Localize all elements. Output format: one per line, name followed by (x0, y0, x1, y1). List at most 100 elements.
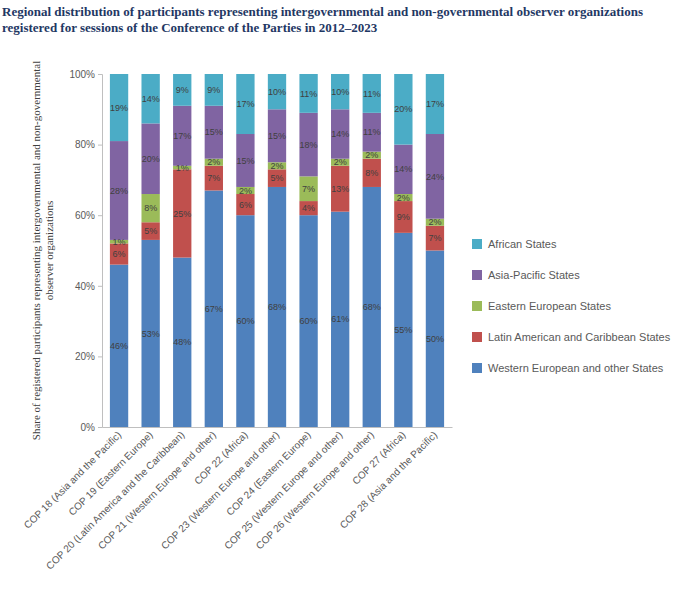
data-label: 13% (331, 184, 349, 194)
data-label: 2% (207, 157, 220, 167)
series (110, 187, 444, 427)
y-axis: 0% 20% 40% 60% 80% 100% (69, 69, 102, 433)
bar-segment (299, 215, 317, 427)
data-label: 15% (236, 156, 254, 166)
series (110, 74, 444, 145)
data-label: 20% (394, 104, 412, 114)
bar-segment (173, 258, 191, 427)
bar-segment (268, 169, 286, 187)
bar-segment (141, 123, 159, 194)
data-label: 8% (365, 168, 378, 178)
data-label: 6% (113, 249, 126, 259)
legend-label: African States (488, 238, 557, 250)
data-label: 11% (363, 127, 380, 137)
data-label: 4% (302, 203, 315, 213)
tick-label: 20% (75, 351, 95, 362)
y-axis-title: Share of registered participants represe… (30, 61, 55, 440)
bar-segment (426, 226, 444, 251)
bar-segment (363, 74, 381, 113)
data-label: 10% (331, 87, 349, 97)
data-label: 55% (394, 325, 412, 335)
bar-segment (426, 74, 444, 134)
x-axis: COP 18 (Asia and the Pacific)COP 19 (Eas… (22, 427, 453, 572)
bar-segment (268, 187, 286, 427)
tick-label: 80% (75, 139, 95, 150)
data-label: 67% (205, 304, 223, 314)
data-label: 15% (205, 127, 223, 137)
tick-label: 0% (81, 422, 96, 433)
data-label: 1% (176, 163, 189, 173)
data-label: 11% (363, 89, 380, 99)
bar-segment (141, 194, 159, 222)
legend-item: Latin American and Caribbean States (472, 331, 671, 343)
data-labels: 46%53%48%67%60%68%60%61%68%55%50%6%5%25%… (110, 85, 444, 351)
tick-label: 40% (75, 281, 95, 292)
text-line: registered for sessions of the Conferenc… (2, 20, 378, 35)
tick-mark (98, 356, 102, 357)
axis-line (103, 427, 453, 428)
bar-segment (363, 113, 381, 152)
legend-label: Latin American and Caribbean States (488, 331, 671, 343)
tick-label: COP 28 (Asia and the Pacific) (338, 429, 440, 531)
data-label: 50% (426, 334, 444, 344)
tick-label: 100% (69, 69, 95, 80)
data-label: 2% (428, 217, 441, 227)
bar-segment (426, 134, 444, 219)
text-line: observer organizations (43, 201, 55, 301)
tick-mark (98, 286, 102, 287)
data-label: 2% (239, 186, 252, 196)
tick: COP 26 (Western Europe and other) (254, 427, 376, 551)
data-label: 14% (331, 129, 349, 139)
bar-segment (236, 194, 254, 215)
bar-segment (363, 187, 381, 427)
data-label: 2% (397, 193, 410, 203)
text-line: Share of registered participants represe… (30, 61, 42, 440)
tick-mark (98, 74, 102, 75)
data-label: 48% (173, 337, 191, 347)
legend-item: Western European and other States (472, 362, 664, 374)
data-label: 1% (113, 237, 126, 247)
tick: 40% (75, 281, 102, 292)
data-label: 6% (239, 200, 252, 210)
tick-label: COP 25 (Western Europe and other) (222, 429, 344, 551)
tick: 100% (69, 69, 102, 80)
tick: COP 25 (Western Europe and other) (222, 427, 344, 551)
title: Regional distribution of participants re… (2, 4, 643, 35)
tick: COP 28 (Asia and the Pacific) (338, 427, 440, 531)
bar-segment (236, 134, 254, 187)
bar-segment (110, 141, 128, 240)
tick-mark (98, 145, 102, 146)
data-label: 17% (236, 99, 254, 109)
tick-label: COP 21 (Western Europe and other) (96, 429, 218, 551)
series (110, 106, 444, 240)
chart: Regional distribution of participants re… (0, 0, 696, 605)
tick: 60% (75, 210, 102, 221)
data-label: 7% (207, 173, 220, 183)
bar-segment (394, 201, 412, 233)
bar-segment (426, 251, 444, 428)
data-label: 25% (173, 209, 191, 219)
data-label: 2% (270, 161, 283, 171)
legend-swatch (472, 301, 482, 311)
text-line: Regional distribution of participants re… (2, 4, 643, 19)
data-label: 46% (110, 341, 128, 351)
data-label: 17% (426, 99, 444, 109)
bar-segment (141, 74, 159, 123)
bar-segment (394, 233, 412, 427)
data-label: 60% (300, 316, 318, 326)
series (110, 152, 444, 244)
bar-segment (394, 145, 412, 194)
legend-swatch (472, 270, 482, 280)
data-label: 2% (365, 150, 378, 160)
legend-item: Asia-Pacific States (472, 269, 580, 281)
data-label: 11% (300, 89, 317, 99)
bar-segment (205, 106, 223, 159)
tick: 20% (75, 351, 102, 362)
data-label: 7% (302, 184, 315, 194)
tick: COP 23 (Western Europe and other) (159, 427, 281, 551)
bar-segment (173, 74, 191, 106)
data-label: 5% (270, 173, 283, 183)
bar-segment (268, 109, 286, 162)
data-label: 68% (268, 302, 286, 312)
bar-segment (299, 176, 317, 201)
